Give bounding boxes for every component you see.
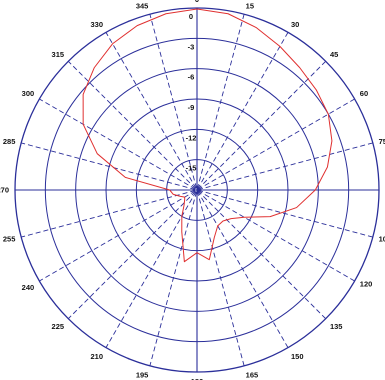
angle-tick-label: 240 <box>22 283 35 292</box>
angle-tick-label: 120 <box>360 280 373 289</box>
angle-tick-label: 180 <box>191 377 204 380</box>
series-line <box>82 8 333 263</box>
radial-tick-label: -15 <box>186 164 197 173</box>
angle-tick-label: 15 <box>246 1 254 10</box>
angle-tick-label: 315 <box>52 50 65 59</box>
angle-tick-label: 330 <box>90 20 103 29</box>
polar-grid <box>14 7 380 373</box>
grid-spoke <box>67 60 327 320</box>
angle-tick-label: 270 <box>0 186 9 195</box>
grid-spoke <box>39 98 355 282</box>
radial-tick-label: -9 <box>188 103 195 112</box>
angle-tick-label: 285 <box>3 137 16 146</box>
angle-tick-label: 60 <box>360 89 368 98</box>
angle-tick-label: 345 <box>136 1 149 10</box>
angle-tick-label: 150 <box>291 352 304 361</box>
angle-tick-label: 300 <box>22 89 35 98</box>
series-layer <box>82 8 333 263</box>
radial-tick-label: -3 <box>188 42 195 51</box>
grid-spoke <box>105 32 289 348</box>
angle-tick-label: 165 <box>246 371 259 380</box>
angle-tick-label: 195 <box>136 371 149 380</box>
radial-tick-label: -12 <box>186 133 197 142</box>
angle-tick-label: 135 <box>330 322 343 331</box>
grid-spoke <box>21 142 373 238</box>
grid-spoke <box>21 142 373 238</box>
grid-spoke <box>149 14 245 366</box>
grid-spoke <box>149 14 245 366</box>
angle-tick-label: 105 <box>379 234 385 243</box>
grid-spoke <box>67 60 327 320</box>
angle-tick-label: 30 <box>291 20 299 29</box>
angle-tick-label: 75 <box>379 137 385 146</box>
grid-spoke <box>39 98 355 282</box>
radial-tick-label: -6 <box>188 73 195 82</box>
grid-spoke <box>105 32 289 348</box>
angle-tick-label: 0 <box>195 0 199 4</box>
radial-tick-label: 0 <box>189 12 193 21</box>
angle-tick-label: 45 <box>330 50 338 59</box>
angle-tick-label: 210 <box>90 352 103 361</box>
angle-tick-label: 255 <box>3 234 16 243</box>
angle-tick-label: 225 <box>52 322 65 331</box>
